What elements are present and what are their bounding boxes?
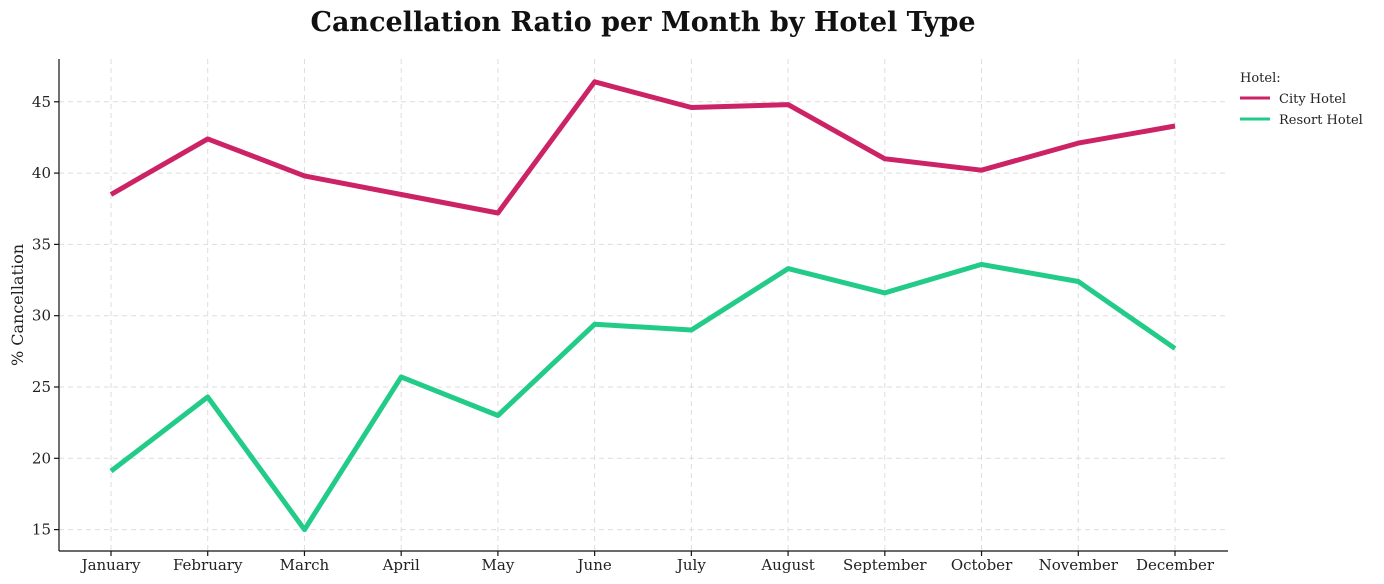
x-tick-label: February	[173, 556, 243, 574]
x-tick-label: June	[576, 556, 612, 574]
legend-label: City Hotel	[1279, 92, 1346, 107]
y-tick-label: 15	[32, 521, 51, 539]
y-tick-label: 30	[32, 307, 51, 325]
x-tick-label: December	[1136, 556, 1215, 574]
x-tick-label: March	[280, 556, 330, 574]
x-tick-label: August	[760, 556, 814, 574]
x-tick-label: October	[951, 556, 1013, 574]
x-tick-label: May	[482, 556, 515, 574]
legend-title: Hotel:	[1240, 71, 1281, 86]
series-line-city-hotel	[109, 79, 1176, 216]
y-tick-label: 20	[32, 449, 51, 467]
grid	[59, 59, 1228, 551]
legend-label: Resort Hotel	[1279, 113, 1363, 128]
series-line-resort-hotel	[109, 261, 1177, 533]
x-tick-label: November	[1039, 556, 1119, 574]
y-tick-label: 40	[32, 164, 51, 182]
axes: January February March April May June July Augu…	[32, 59, 1228, 574]
x-tick-label: April	[382, 556, 420, 574]
x-tick-label: September	[843, 556, 927, 574]
series-lines	[109, 79, 1177, 533]
y-tick-label: 45	[32, 93, 51, 111]
y-tick-label: 35	[32, 235, 51, 253]
x-tick-label: July	[675, 556, 706, 574]
y-axis-label: % Cancellation	[8, 244, 27, 366]
x-tick-label: January	[80, 556, 141, 574]
chart-title: Cancellation Ratio per Month by Hotel Ty…	[310, 7, 975, 38]
legend: Hotel: City Hotel Resort Hotel	[1240, 71, 1363, 128]
y-tick-label: 25	[32, 378, 51, 396]
